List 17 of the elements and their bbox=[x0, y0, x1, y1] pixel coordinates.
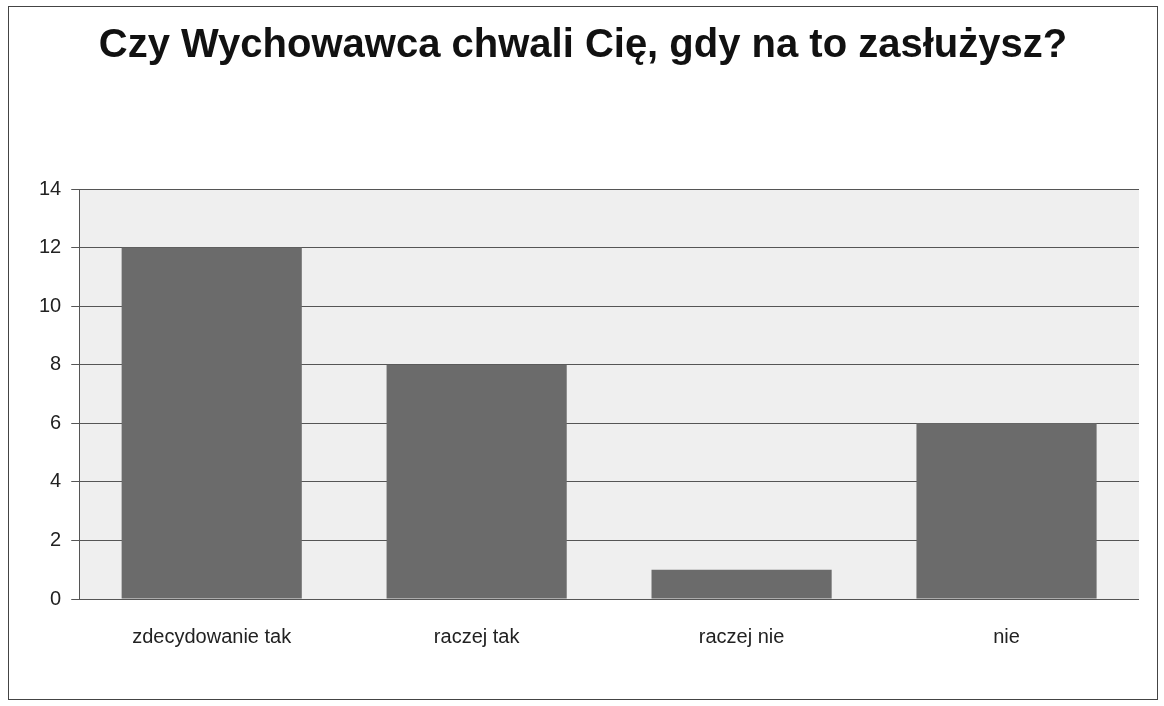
y-tick-label: 12 bbox=[39, 235, 62, 258]
y-tick-label: 0 bbox=[50, 586, 62, 609]
x-tick-label: raczej nie bbox=[698, 624, 785, 647]
x-tick-label: raczej tak bbox=[433, 624, 521, 647]
x-tick-label: nie bbox=[993, 624, 1020, 647]
bar bbox=[916, 423, 1097, 599]
y-tick-label: 6 bbox=[50, 410, 62, 433]
y-tick-label: 2 bbox=[50, 527, 62, 550]
bar bbox=[386, 364, 567, 599]
chart-title: Czy Wychowawca chwali Cię, gdy na to zasłużysz? bbox=[97, 20, 1069, 67]
y-tick-label: 8 bbox=[50, 352, 62, 375]
x-tick-label: zdecydowanie tak bbox=[132, 624, 293, 647]
bar bbox=[651, 569, 832, 599]
y-tick-label: 4 bbox=[50, 469, 62, 492]
bar bbox=[121, 247, 302, 599]
y-tick-label: 14 bbox=[39, 176, 62, 199]
y-tick-label: 10 bbox=[39, 293, 62, 316]
